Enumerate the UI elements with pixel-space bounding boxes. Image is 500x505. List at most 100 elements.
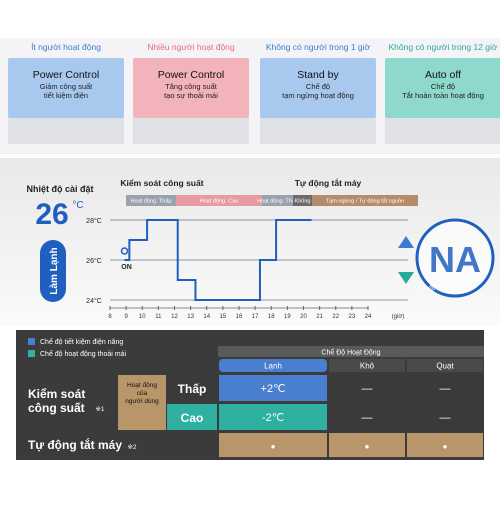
row-label: Thấp	[178, 382, 207, 396]
cell-bg	[407, 433, 483, 457]
user-label: của	[137, 389, 148, 397]
arrow-down	[398, 272, 414, 284]
x-tick-label: 19	[284, 314, 291, 320]
phase-bar	[293, 195, 312, 206]
x-tick-label: 14	[203, 314, 210, 320]
card-line: Chế độ	[306, 82, 330, 91]
card-line: Giảm công suất	[40, 82, 93, 91]
watermark: NA	[429, 239, 481, 280]
cell: —	[362, 383, 373, 395]
cell: —	[362, 412, 373, 424]
x-tick-label: 24	[365, 314, 372, 320]
auto-off-label: Tự động tắt máy	[28, 437, 122, 452]
legend-swatch	[28, 338, 35, 345]
chart-title: Kiểm soát công suất	[120, 178, 203, 188]
y-tick-label: 24°C	[86, 297, 102, 305]
x-tick-label: 23	[349, 314, 356, 320]
row-group-label: Kiểm soát	[28, 387, 85, 401]
card-box	[385, 58, 500, 118]
phase-bar	[176, 195, 262, 206]
card-header: Ít người hoạt động	[31, 42, 101, 52]
row-label-bg	[167, 375, 217, 401]
row-group-label: công suất	[28, 401, 85, 415]
card-box	[133, 58, 249, 118]
user-label: người dùng	[125, 398, 159, 405]
phase-bar	[312, 195, 418, 206]
legend-label: Chế độ tiết kiệm điện năng	[40, 337, 123, 346]
y-tick-label: 28°C	[86, 217, 102, 225]
column-header: Quạt	[436, 362, 454, 371]
legend-swatch	[28, 350, 35, 357]
x-tick-label: 17	[252, 314, 259, 320]
temp-line	[124, 219, 312, 301]
card-header: Không có người trong 1 giờ	[266, 42, 371, 52]
card-box	[260, 58, 376, 118]
cell-bg	[329, 433, 405, 457]
cell-bg	[329, 404, 405, 430]
cell: ●	[443, 442, 448, 451]
x-tick-label: 16	[236, 314, 243, 320]
phase-label: Hoạt động: Thấp	[131, 199, 172, 205]
setting-temp: 26	[35, 198, 68, 231]
row-label-bg	[167, 404, 217, 430]
column-header-bg	[219, 359, 327, 372]
x-tick-label: 9	[124, 314, 128, 320]
cell: ●	[271, 442, 276, 451]
phase-label: Không	[295, 199, 311, 205]
arrow-up	[398, 236, 414, 248]
setting-label: Nhiệt độ cài đặt	[26, 184, 93, 194]
cell-bg	[219, 433, 327, 457]
card-title: Power Control	[158, 69, 225, 81]
cell: +2℃	[261, 383, 286, 395]
card-header: Nhiều người hoạt động	[147, 42, 235, 52]
phase-label: Tạm ngừng / Tự động tắt nguồn	[326, 198, 404, 205]
mode-pill	[40, 240, 66, 302]
chart-panel	[0, 158, 500, 326]
cell-bg	[219, 404, 327, 430]
card-header: Không có người trong 12 giờ	[389, 42, 498, 52]
x-tick-label: 21	[316, 314, 323, 320]
cell: —	[440, 383, 451, 395]
cell-bg	[329, 375, 405, 401]
legend-label: Chế độ hoạt động thoải mái	[40, 349, 126, 358]
card-title: Auto off	[425, 69, 461, 81]
x-tick-label: 22	[332, 314, 339, 320]
card-box	[8, 58, 124, 118]
x-tick-label: 20	[300, 314, 307, 320]
setting-unit: °C	[72, 200, 83, 211]
cell-bg	[219, 375, 327, 401]
x-tick-label: 11	[155, 314, 162, 320]
x-tick-label: 18	[268, 314, 275, 320]
card-floor	[8, 118, 124, 144]
user-box	[118, 375, 166, 430]
x-tick-label: 10	[139, 314, 146, 320]
group-header: Chế Độ Hoạt Động	[321, 348, 380, 357]
side-label: Chế độ Thoải mái	[414, 283, 465, 292]
card-line: Tắt hoàn toàn hoạt động	[402, 91, 484, 100]
auto-off-note: ※2	[127, 444, 136, 451]
card-floor	[133, 118, 249, 144]
row-label: Cao	[181, 411, 204, 425]
mode-label: Làm Lạnh	[49, 247, 60, 294]
column-header-bg	[329, 359, 405, 372]
x-tick-label: 15	[220, 314, 227, 320]
x-tick-label: 8	[108, 314, 112, 320]
phase-label: Hoạt động: Thấp	[257, 199, 298, 205]
on-marker	[120, 247, 129, 255]
y-tick-label: 26°C	[86, 257, 102, 265]
cell: —	[440, 412, 451, 424]
group-header-bg	[218, 346, 484, 357]
card-line: Chế độ	[431, 82, 455, 91]
phase-label: Hoạt động: Cao	[200, 199, 239, 205]
cell: ●	[365, 442, 370, 451]
user-label: Hoạt động	[127, 382, 157, 389]
watermark-ring	[415, 218, 495, 298]
card-floor	[385, 118, 500, 144]
on-label: ON	[121, 264, 132, 271]
phase-bar	[126, 195, 176, 206]
column-header-bg	[407, 359, 483, 372]
x-tick-label: 13	[187, 314, 194, 320]
card-floor	[260, 118, 376, 144]
cell: -2℃	[262, 412, 284, 424]
card-line: tạo sự thoải mái	[164, 91, 218, 100]
